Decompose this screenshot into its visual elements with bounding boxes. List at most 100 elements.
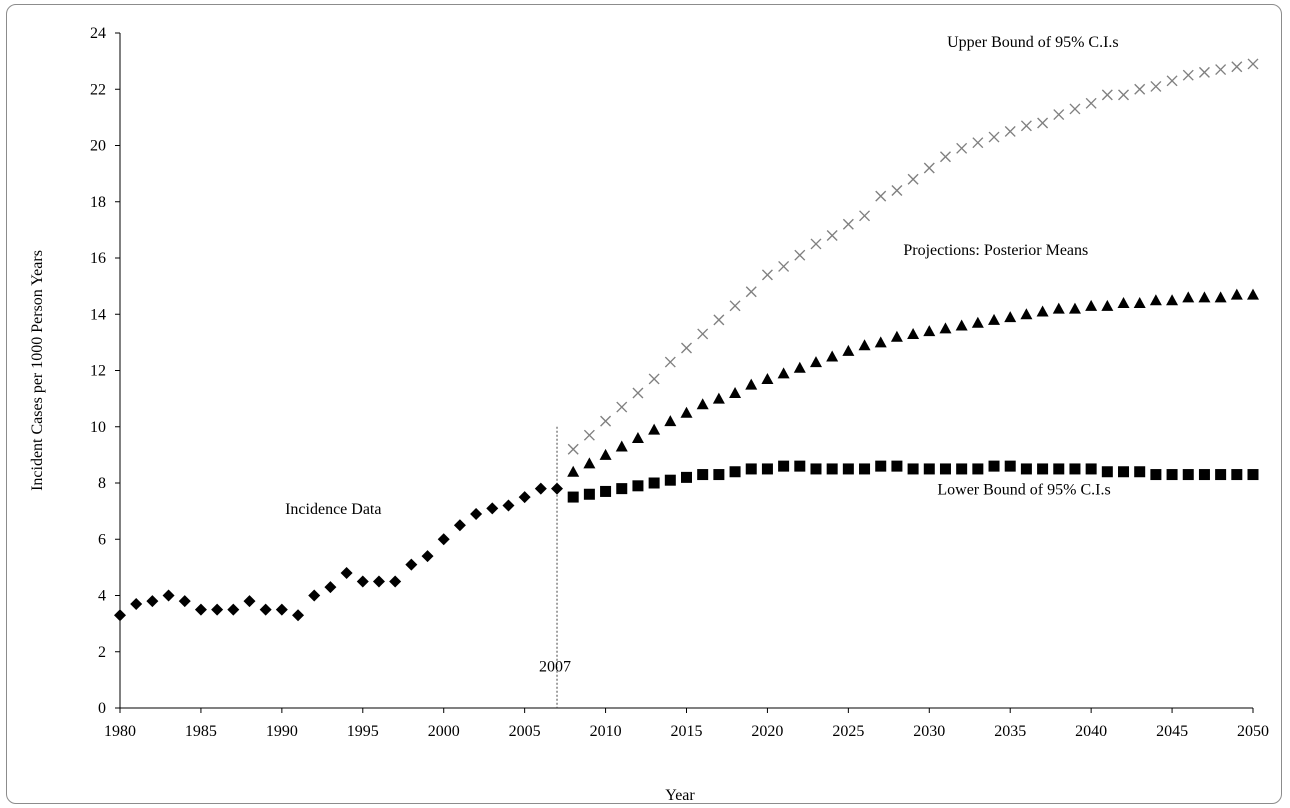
posterior-mean-point bbox=[664, 415, 677, 427]
y-tick-label: 8 bbox=[98, 475, 106, 492]
lower-bound-point bbox=[1037, 463, 1049, 475]
upper-bound-point bbox=[1101, 89, 1113, 101]
x-tick-label: 2035 bbox=[994, 723, 1026, 740]
upper-bound-point bbox=[1053, 109, 1065, 121]
y-tick-label: 12 bbox=[90, 363, 106, 380]
posterior-mean-point bbox=[583, 457, 596, 469]
incidence-data-point bbox=[324, 581, 337, 594]
x-tick-label: 2010 bbox=[590, 723, 622, 740]
upper-bound-point bbox=[1215, 64, 1227, 76]
y-axis-label: Incident Cases per 1000 Person Years bbox=[29, 250, 46, 491]
y-tick-label: 6 bbox=[98, 531, 106, 548]
incidence-data-point bbox=[486, 502, 499, 515]
upper-bound-point bbox=[923, 162, 935, 174]
posterior-mean-point bbox=[907, 327, 920, 339]
upper-bound-point bbox=[1134, 83, 1146, 95]
incidence-data-point bbox=[502, 499, 515, 512]
x-tick-label: 2015 bbox=[671, 723, 703, 740]
lower-bound-point bbox=[1020, 463, 1032, 475]
posterior-mean-point bbox=[648, 423, 661, 435]
posterior-mean-point bbox=[599, 448, 612, 460]
lower-bound-point bbox=[632, 480, 644, 492]
y-tick-label: 10 bbox=[90, 419, 106, 436]
x-tick-label: 2025 bbox=[832, 723, 864, 740]
upper-bound-point bbox=[1020, 120, 1032, 132]
lower-bound-point bbox=[1182, 469, 1194, 481]
posterior-mean-point bbox=[729, 387, 742, 398]
upper-bound-point bbox=[988, 131, 1000, 143]
x-tick-label: 2045 bbox=[1156, 723, 1188, 740]
upper-bound-point bbox=[1182, 69, 1194, 81]
y-tick-label: 18 bbox=[90, 194, 106, 211]
upper-bound-point bbox=[794, 249, 806, 261]
lower-bound-point bbox=[745, 463, 757, 475]
y-tick-label: 24 bbox=[90, 25, 106, 42]
lower-bound-point bbox=[810, 463, 822, 475]
y-tick-label: 20 bbox=[90, 138, 106, 155]
upper-bound-point bbox=[697, 328, 709, 340]
upper-bound-point bbox=[745, 286, 757, 298]
upper-bound-point bbox=[681, 342, 692, 354]
upper-bound-point bbox=[972, 137, 984, 149]
lower-bound-point bbox=[956, 463, 968, 475]
posterior-mean-point bbox=[696, 398, 709, 410]
lower-bound-point bbox=[1198, 469, 1210, 481]
upper-bound-point bbox=[616, 401, 628, 413]
posterior-mean-point bbox=[939, 322, 952, 334]
incidence-data-point bbox=[518, 491, 531, 504]
lower-bound-point bbox=[681, 471, 692, 483]
posterior-mean-point bbox=[1117, 297, 1130, 308]
posterior-mean-point bbox=[745, 378, 758, 390]
posterior-mean-point bbox=[1230, 288, 1243, 300]
lower-bound-point bbox=[794, 460, 806, 472]
incidence-data-point bbox=[534, 482, 547, 495]
upper-bound-point bbox=[939, 151, 951, 163]
series-annotation: Projections: Posterior Means bbox=[903, 242, 1088, 259]
x-tick-label: 1980 bbox=[104, 723, 136, 740]
incidence-data-point bbox=[437, 533, 450, 546]
incidence-data-point bbox=[340, 567, 353, 579]
incidence-data-point bbox=[211, 603, 224, 616]
x-tick-label: 1995 bbox=[347, 723, 379, 740]
posterior-mean-point bbox=[1198, 291, 1211, 303]
lower-bound-point bbox=[972, 463, 984, 475]
incidence-data-point bbox=[178, 595, 191, 608]
lower-bound-point bbox=[778, 460, 790, 472]
x-tick-label: 2000 bbox=[428, 723, 460, 740]
y-tick-label: 14 bbox=[90, 306, 106, 323]
upper-bound-point bbox=[1118, 89, 1130, 101]
lower-bound-point bbox=[1231, 469, 1243, 481]
posterior-mean-point bbox=[890, 330, 903, 342]
posterior-mean-point bbox=[1068, 302, 1081, 314]
posterior-mean-point bbox=[874, 336, 887, 348]
incidence-data-point bbox=[356, 575, 369, 588]
upper-bound-point bbox=[810, 238, 822, 250]
posterior-mean-point bbox=[1004, 311, 1017, 323]
upper-bound-point bbox=[907, 173, 919, 185]
series-annotation: Incidence Data bbox=[285, 501, 381, 518]
x-tick-label: 2040 bbox=[1075, 723, 1107, 740]
lower-bound-point bbox=[616, 483, 628, 495]
posterior-mean-point bbox=[615, 440, 628, 452]
upper-bound-point bbox=[600, 415, 612, 427]
posterior-mean-point bbox=[1166, 294, 1179, 306]
posterior-mean-point bbox=[971, 316, 984, 328]
lower-bound-point bbox=[713, 469, 725, 481]
incidence-data-point bbox=[453, 519, 466, 532]
posterior-mean-point bbox=[1036, 305, 1049, 317]
upper-bound-point bbox=[956, 142, 968, 154]
y-tick-label: 4 bbox=[98, 588, 106, 605]
upper-bound-point bbox=[664, 356, 676, 368]
posterior-mean-point bbox=[680, 406, 693, 418]
upper-bound-point bbox=[729, 300, 741, 312]
incidence-data-point bbox=[470, 507, 483, 520]
upper-bound-point bbox=[1198, 66, 1210, 78]
lower-bound-point bbox=[1069, 463, 1081, 475]
incidence-data-point bbox=[372, 575, 385, 588]
upper-bound-point bbox=[713, 314, 725, 326]
incidence-data-point bbox=[194, 603, 207, 616]
upper-bound-point bbox=[1085, 97, 1097, 109]
x-tick-label: 2020 bbox=[751, 723, 783, 740]
posterior-mean-point bbox=[1149, 294, 1162, 306]
upper-bound-point bbox=[567, 443, 579, 455]
